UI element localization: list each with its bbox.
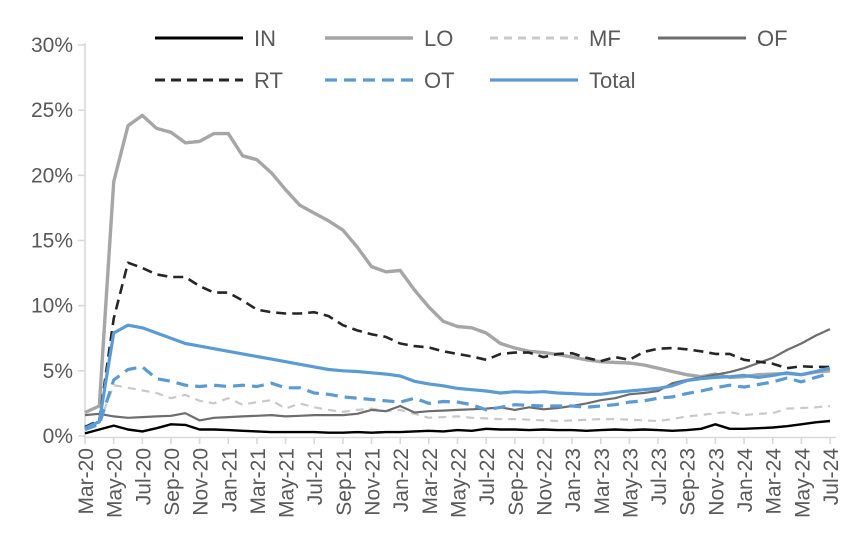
legend-label-of: OF bbox=[757, 26, 788, 51]
series-line-ot bbox=[84, 365, 831, 432]
legend-item-total: Total bbox=[490, 68, 635, 93]
legend-label-total: Total bbox=[589, 68, 635, 93]
x-tick-label: Nov-22 bbox=[533, 448, 556, 516]
x-tick-label: Jan-21 bbox=[218, 448, 241, 512]
x-tick-label: Nov-21 bbox=[362, 448, 385, 516]
x-tick-label: May-22 bbox=[448, 448, 471, 518]
legend-item-ot: OT bbox=[325, 68, 455, 93]
legend-item-mf: MF bbox=[490, 26, 621, 51]
series-line-in bbox=[84, 419, 831, 435]
x-tick-label: May-21 bbox=[276, 448, 299, 518]
x-tick-label: Jul-21 bbox=[304, 448, 327, 505]
x-tick-label: Jul-20 bbox=[132, 448, 155, 505]
series-line-mf bbox=[84, 384, 831, 430]
x-tick-label: Mar-24 bbox=[763, 448, 786, 515]
legend-item-rt: RT bbox=[155, 68, 283, 93]
x-tick-label: Sep-22 bbox=[505, 448, 528, 516]
series-line-rt bbox=[84, 261, 830, 429]
y-tick-label: 5% bbox=[43, 360, 73, 383]
y-tick-label: 0% bbox=[43, 425, 73, 448]
x-tick-label: Mar-23 bbox=[591, 448, 614, 515]
series-line-lo bbox=[84, 113, 831, 415]
x-tick-label: May-24 bbox=[791, 448, 814, 518]
x-tick-label: May-20 bbox=[104, 448, 127, 518]
legend-label-lo: LO bbox=[424, 26, 453, 51]
legend-item-in: IN bbox=[155, 26, 276, 51]
y-tick-label: 15% bbox=[31, 230, 73, 253]
x-tick-label: Mar-21 bbox=[247, 448, 270, 515]
y-tick-label: 25% bbox=[31, 99, 73, 122]
legend-label-rt: RT bbox=[254, 68, 283, 93]
x-tick-label: May-23 bbox=[619, 448, 642, 518]
x-tick-label: Jul-24 bbox=[820, 448, 843, 506]
x-tick-label: Jan-22 bbox=[390, 448, 413, 512]
legend-item-of: OF bbox=[658, 26, 788, 51]
x-tick-label: Jul-23 bbox=[648, 448, 671, 505]
series-line-of bbox=[84, 328, 831, 422]
y-tick-label: 20% bbox=[31, 164, 73, 187]
x-tick-label: Nov-23 bbox=[705, 448, 728, 516]
y-tick-label: 30% bbox=[31, 34, 73, 57]
x-tick-label: Sep-20 bbox=[161, 448, 184, 516]
x-tick-label: Nov-20 bbox=[190, 448, 213, 516]
x-tick-label: Sep-23 bbox=[677, 448, 700, 516]
x-tick-label: Jan-23 bbox=[562, 448, 585, 512]
legend-label-in: IN bbox=[254, 26, 276, 51]
x-tick-label: Jul-22 bbox=[476, 448, 499, 505]
x-tick-label: Mar-22 bbox=[419, 448, 442, 515]
legend-label-ot: OT bbox=[424, 68, 455, 93]
legend-label-mf: MF bbox=[589, 26, 621, 51]
x-tick-label: Sep-21 bbox=[333, 448, 356, 516]
series-line-total bbox=[84, 323, 831, 430]
y-tick-label: 10% bbox=[31, 295, 73, 318]
x-tick-label: Jan-24 bbox=[734, 448, 757, 513]
legend-item-lo: LO bbox=[325, 26, 453, 51]
x-tick-label: Mar-20 bbox=[75, 448, 98, 515]
